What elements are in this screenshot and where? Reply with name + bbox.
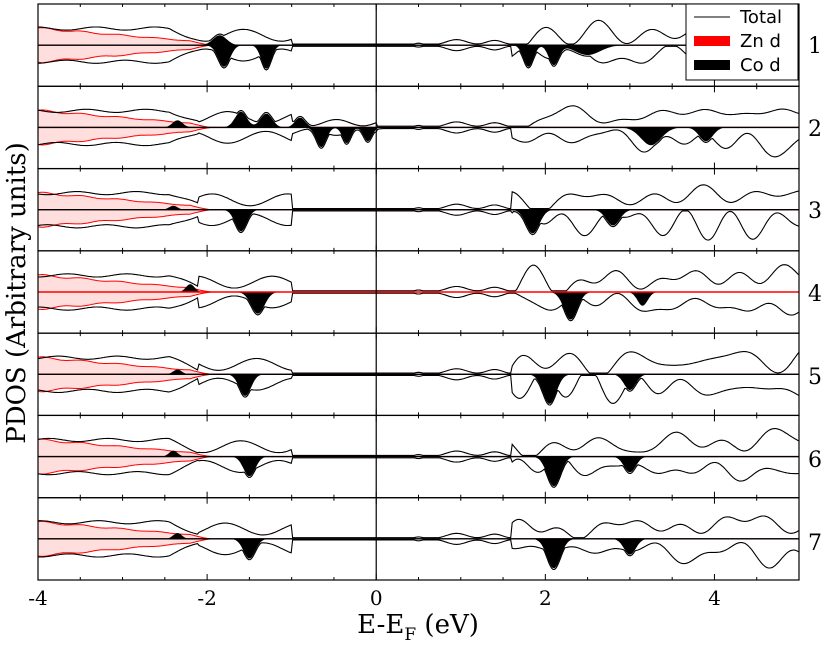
panel-label-5: 5 — [808, 365, 822, 390]
x-tick-label-0: -4 — [28, 586, 47, 610]
co-d-up-1 — [38, 35, 799, 46]
panel-5 — [38, 351, 799, 406]
panel-labels: 1 2 3 4 5 6 7 — [808, 34, 822, 556]
co-d-down-1 — [38, 45, 799, 69]
panel-4 — [38, 264, 799, 322]
total-dos-up-6 — [38, 428, 799, 456]
total-dos-down-5 — [38, 374, 799, 406]
panel-label-6: 6 — [808, 448, 822, 473]
co-d-down-2 — [38, 127, 799, 147]
legend-co-swatch — [694, 60, 730, 70]
panel-content-3 — [38, 184, 799, 241]
panel-label-4: 4 — [808, 282, 822, 307]
x-ticks: -4 -2 0 2 4 — [28, 586, 721, 610]
total-dos-down-1 — [38, 45, 799, 71]
zn-d-up-2 — [38, 109, 799, 128]
x-axis-title-main: E-E — [357, 610, 404, 640]
legend: Total Zn d Co d — [685, 3, 799, 81]
total-dos-down-3 — [38, 210, 799, 241]
y-axis-title: PDOS (Arbitrary units) — [2, 142, 32, 444]
zn-d-up-3 — [38, 191, 799, 211]
panel-label-2: 2 — [808, 117, 822, 142]
zn-d-down-1 — [38, 44, 799, 64]
panel-label-7: 7 — [808, 531, 822, 556]
x-axis-title-sub: F — [404, 625, 416, 645]
panels-layer — [38, 19, 799, 571]
total-dos-up-3 — [38, 184, 799, 210]
legend-co-label: Co d — [740, 55, 781, 76]
x-tick-label-1: -2 — [197, 586, 216, 610]
panel-content-6 — [38, 428, 799, 488]
total-dos-down-6 — [38, 457, 799, 488]
panel-3 — [38, 184, 799, 241]
x-tick-label-3: 2 — [539, 586, 552, 610]
panel-content-5 — [38, 351, 799, 406]
zn-d-down-2 — [38, 126, 799, 146]
zn-d-up-1 — [38, 27, 799, 46]
x-tick-label-2: 0 — [370, 586, 383, 610]
total-dos-up-1 — [38, 19, 799, 45]
zn-d-up-6 — [38, 438, 799, 458]
panel-label-3: 3 — [808, 199, 822, 224]
x-axis-title-unit: (eV) — [416, 610, 479, 640]
panel-1 — [38, 19, 799, 71]
co-d-up-4 — [38, 284, 799, 292]
panel-7 — [38, 515, 799, 571]
zn-d-up-7 — [38, 520, 799, 540]
panel-content-1 — [38, 19, 799, 71]
panel-content-7 — [38, 515, 799, 571]
legend-zn-swatch — [694, 36, 730, 46]
total-dos-down-4 — [38, 292, 799, 322]
co-d-down-3 — [38, 209, 799, 234]
total-dos-down-7 — [38, 539, 799, 571]
x-tick-label-4: 4 — [708, 586, 721, 610]
total-dos-down-2 — [38, 128, 799, 158]
total-dos-up-5 — [38, 351, 799, 374]
frame-layer — [37, 3, 800, 581]
zn-d-down-3 — [38, 209, 799, 228]
panel-2 — [38, 105, 799, 158]
panel-content-2 — [38, 105, 799, 158]
legend-zn-label: Zn d — [740, 31, 781, 52]
zn-d-down-7 — [38, 538, 799, 557]
x-axis-title: E-EF (eV) — [357, 610, 479, 645]
panel-label-1: 1 — [808, 34, 822, 59]
total-dos-up-7 — [38, 515, 799, 539]
total-dos-up-4 — [38, 264, 799, 292]
panel-content-4 — [38, 264, 799, 322]
legend-total-label: Total — [739, 7, 782, 28]
total-dos-up-2 — [38, 105, 799, 127]
panel-6 — [38, 428, 799, 488]
